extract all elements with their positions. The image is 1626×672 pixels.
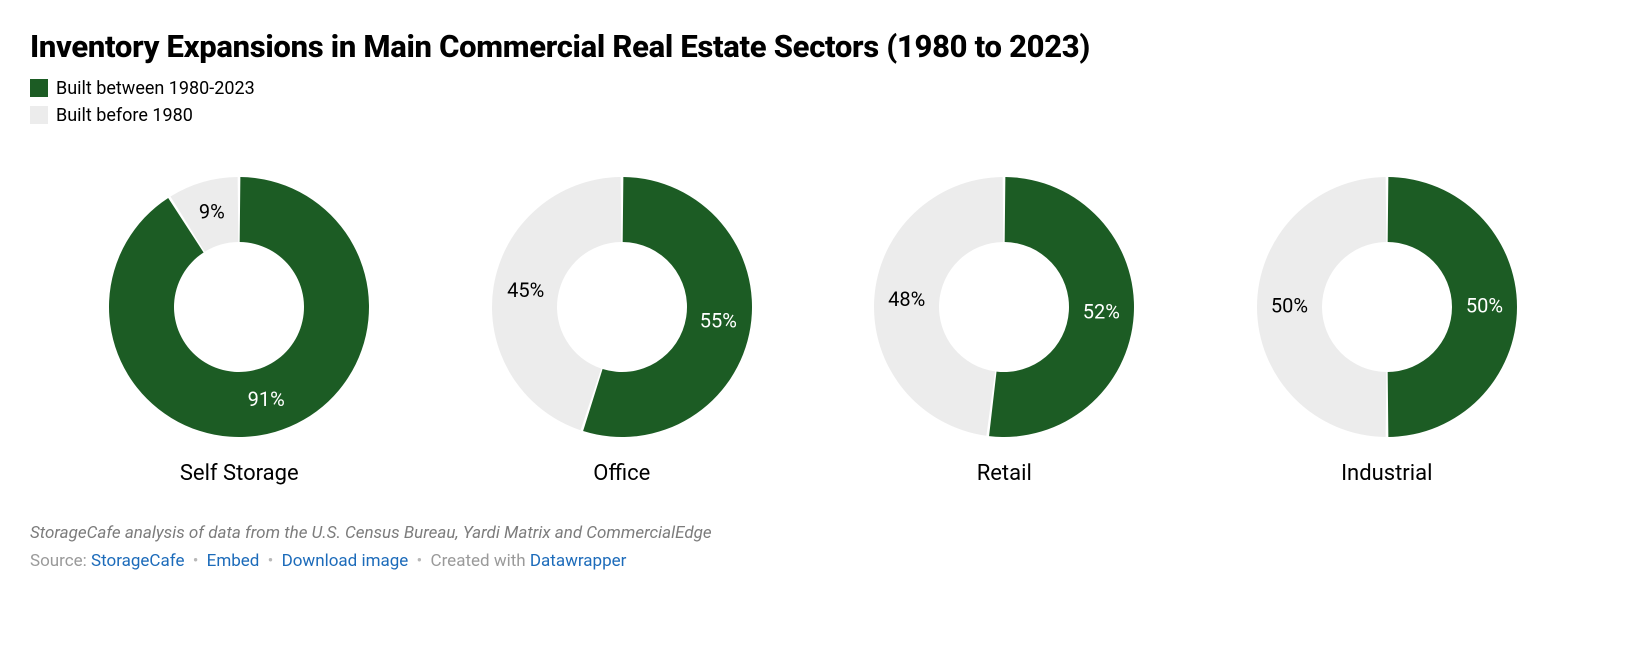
donut-svg-wrap: 52% 48% bbox=[864, 167, 1144, 447]
footer-tool-link[interactable]: Datawrapper bbox=[530, 551, 627, 571]
donut-svg-wrap: 50% 50% bbox=[1247, 167, 1527, 447]
donut-svg-wrap: 91% 9% bbox=[99, 167, 379, 447]
footer-download-link[interactable]: Download image bbox=[282, 551, 409, 571]
donut-category-label: Retail bbox=[977, 461, 1032, 486]
donut-slice-primary bbox=[109, 177, 369, 437]
footer-embed-link[interactable]: Embed bbox=[207, 551, 260, 571]
separator-dot: • bbox=[413, 551, 427, 571]
donut-value-secondary: 50% bbox=[1271, 293, 1308, 317]
legend-label: Built before 1980 bbox=[56, 102, 193, 129]
legend-swatch-secondary bbox=[30, 106, 48, 124]
chart-footer: StorageCafe analysis of data from the U.… bbox=[30, 520, 1596, 575]
donut-value-primary: 52% bbox=[1083, 299, 1120, 323]
donut-value-secondary: 9% bbox=[199, 199, 225, 223]
donut-category-label: Industrial bbox=[1341, 461, 1432, 486]
footer-source-link[interactable]: StorageCafe bbox=[91, 551, 184, 571]
legend-label: Built between 1980-2023 bbox=[56, 75, 255, 102]
legend: Built between 1980-2023 Built before 198… bbox=[30, 75, 1596, 129]
footer-created-prefix: Created with bbox=[431, 551, 530, 571]
donut-category-label: Office bbox=[593, 461, 650, 486]
donut-chart: 91% 9% Self Storage bbox=[58, 167, 421, 486]
donut-category-label: Self Storage bbox=[180, 461, 299, 486]
footer-analysis: StorageCafe analysis of data from the U.… bbox=[30, 520, 1596, 546]
donut-value-primary: 55% bbox=[699, 308, 736, 332]
footer-credits: Source: StorageCafe • Embed • Download i… bbox=[30, 548, 1596, 574]
legend-item: Built before 1980 bbox=[30, 102, 1596, 129]
donut-chart: 52% 48% Retail bbox=[823, 167, 1186, 486]
donut-chart: 55% 45% Office bbox=[441, 167, 804, 486]
separator-dot: • bbox=[189, 551, 203, 571]
footer-source-prefix: Source: bbox=[30, 551, 91, 571]
donut-row: 91% 9% Self Storage 55% 45% Office 52% 48% Retai… bbox=[30, 167, 1596, 486]
donut-value-primary: 91% bbox=[248, 387, 285, 411]
separator-dot: • bbox=[264, 551, 278, 571]
chart-title: Inventory Expansions in Main Commercial … bbox=[30, 28, 1596, 67]
donut-value-secondary: 48% bbox=[888, 287, 925, 311]
legend-swatch-primary bbox=[30, 79, 48, 97]
donut-chart: 50% 50% Industrial bbox=[1206, 167, 1569, 486]
donut-svg-wrap: 55% 45% bbox=[482, 167, 762, 447]
donut-value-secondary: 45% bbox=[507, 278, 544, 302]
legend-item: Built between 1980-2023 bbox=[30, 75, 1596, 102]
donut-value-primary: 50% bbox=[1466, 293, 1503, 317]
